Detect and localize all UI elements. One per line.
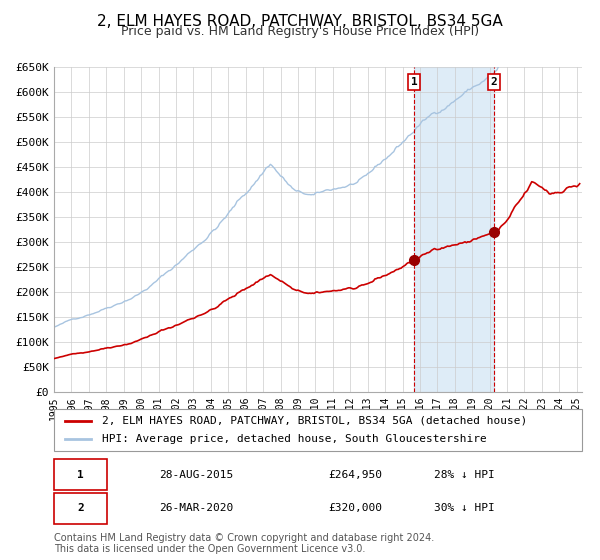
Text: 1: 1 <box>77 470 84 479</box>
FancyBboxPatch shape <box>54 493 107 524</box>
Text: 2: 2 <box>490 77 497 87</box>
Text: 1: 1 <box>410 77 418 87</box>
Text: 26-MAR-2020: 26-MAR-2020 <box>160 503 234 513</box>
Text: 2: 2 <box>77 503 84 513</box>
Text: 28% ↓ HPI: 28% ↓ HPI <box>434 470 495 479</box>
Text: HPI: Average price, detached house, South Gloucestershire: HPI: Average price, detached house, Sout… <box>101 434 486 444</box>
Text: 30% ↓ HPI: 30% ↓ HPI <box>434 503 495 513</box>
Bar <box>414 67 494 392</box>
Text: 28-AUG-2015: 28-AUG-2015 <box>160 470 234 479</box>
Text: 2, ELM HAYES ROAD, PATCHWAY, BRISTOL, BS34 5GA (detached house): 2, ELM HAYES ROAD, PATCHWAY, BRISTOL, BS… <box>101 416 527 426</box>
Text: £320,000: £320,000 <box>329 503 383 513</box>
Text: £264,950: £264,950 <box>329 470 383 479</box>
Text: This data is licensed under the Open Government Licence v3.0.: This data is licensed under the Open Gov… <box>54 544 365 554</box>
FancyBboxPatch shape <box>54 459 107 490</box>
FancyBboxPatch shape <box>54 409 582 451</box>
Text: 2, ELM HAYES ROAD, PATCHWAY, BRISTOL, BS34 5GA: 2, ELM HAYES ROAD, PATCHWAY, BRISTOL, BS… <box>97 14 503 29</box>
Text: Contains HM Land Registry data © Crown copyright and database right 2024.: Contains HM Land Registry data © Crown c… <box>54 533 434 543</box>
Text: Price paid vs. HM Land Registry's House Price Index (HPI): Price paid vs. HM Land Registry's House … <box>121 25 479 38</box>
